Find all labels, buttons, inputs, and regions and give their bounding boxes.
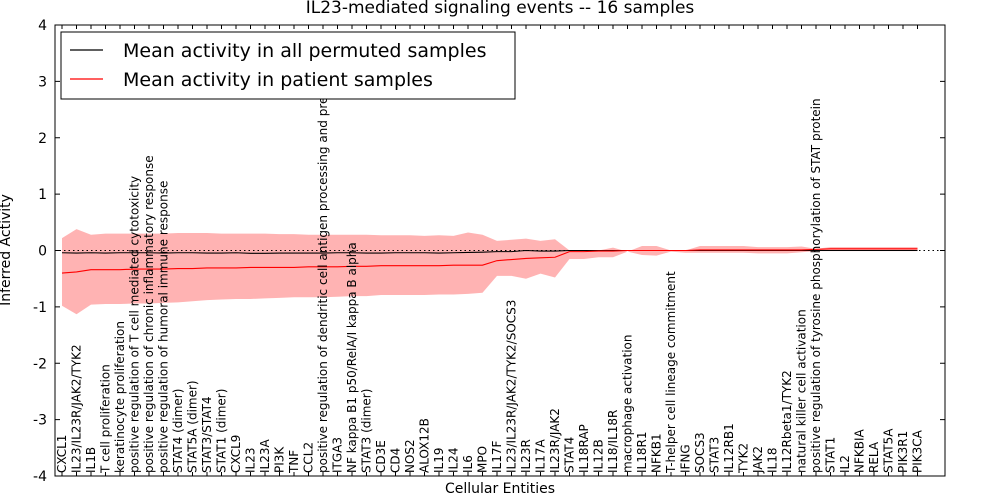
x-tick-label: NFKB1 (650, 433, 664, 473)
x-tick-label: natural killer cell activation (795, 309, 809, 473)
x-tick-label: IL17A (534, 439, 548, 473)
legend-label-patient: Mean activity in patient samples (123, 69, 433, 91)
x-tick-label: PI3K (273, 446, 287, 473)
x-tick-label: IL12B (592, 439, 606, 473)
y-tick-label: 2 (38, 131, 47, 147)
x-tick-label: positive regulation of T cell mediated c… (128, 176, 142, 473)
x-tick-label: NOS2 (403, 439, 417, 473)
x-tick-label: IL23/IL23R/JAK2/TYK2/SOCS3 (505, 300, 519, 473)
y-tick-label: -2 (33, 356, 47, 372)
x-tick-label: STAT1 (dimer) (215, 389, 229, 473)
y-tick-label: 3 (38, 74, 47, 90)
x-tick-label: positive regulation of humoral immune re… (157, 181, 171, 473)
y-tick-label: 4 (38, 18, 47, 34)
legend: Mean activity in all permuted samples Me… (60, 31, 516, 100)
x-tick-label: IL18RAP (577, 424, 591, 473)
x-tick-label: IL18 (766, 448, 780, 474)
x-tick-label: IL12RB1 (722, 423, 736, 473)
legend-frame (60, 31, 516, 100)
x-tick-label: STAT3 (dimer) (360, 389, 374, 473)
x-tick-label: STAT5A (dimer) (186, 380, 200, 473)
x-tick-label: TNF (287, 450, 301, 474)
x-tick-label: NF kappa B1 p50/RelA/I kappa B alpha (345, 242, 359, 473)
x-tick-label: JAK2 (751, 446, 765, 474)
x-tick-label: CXCL9 (229, 435, 243, 473)
permuted-mean-line (61, 249, 918, 254)
x-tick-label: CD3E (374, 440, 388, 473)
x-tick-label: IL2 (838, 455, 852, 473)
x-tick-label: IL17F (490, 441, 504, 473)
y-tick-label: 1 (38, 187, 47, 203)
x-tick-label: IL6 (461, 455, 475, 473)
x-tick-label: IL23 (244, 448, 258, 474)
x-tick-label: IL12Rbeta1/TYK2 (780, 370, 794, 473)
x-tick-label: SOCS3 (693, 432, 707, 473)
x-tick-label: STAT5A (882, 428, 896, 473)
patient-mean-line (61, 248, 918, 274)
x-tick-label: PIK3CA (911, 429, 925, 473)
x-tick-label: STAT3/STAT4 (200, 396, 214, 473)
x-tick-label: CD4 (389, 448, 403, 473)
x-tick-label: CCL2 (302, 442, 316, 473)
y-tick-label: -4 (33, 469, 47, 485)
x-tick-label: IL18/IL18R (606, 410, 620, 473)
x-tick-label: STAT1 (824, 437, 838, 473)
x-axis-label: Cellular Entities (445, 481, 555, 497)
x-tick-label: T-helper cell lineage commitment (664, 271, 678, 474)
x-tick-label: RELA (867, 441, 881, 473)
x-tick-label: IL1B (84, 447, 98, 473)
x-tick-label: STAT4 (563, 437, 577, 473)
x-tick-label: positive regulation of tyrosine phosphor… (809, 98, 823, 473)
x-tick-label: positive regulation of dendritic cell an… (316, 40, 330, 473)
x-tick-label: ITGA3 (331, 437, 345, 473)
x-tick-label: IL23/IL23R/JAK2/TYK2 (70, 344, 84, 473)
x-tick-label: NFKBIA (853, 428, 867, 473)
x-tick-label: IFNG (679, 444, 693, 473)
x-tick-label: STAT4 (dimer) (171, 389, 185, 473)
x-tick-label: IL24 (447, 448, 461, 474)
x-tick-label: positive regulation of chronic inflammat… (142, 155, 156, 473)
x-tick-label: ALOX12B (418, 418, 432, 473)
chart-title: IL23-mediated signaling events -- 16 sam… (306, 0, 695, 18)
y-tick-label: -1 (33, 300, 47, 316)
x-tick-label: STAT3 (708, 437, 722, 473)
x-tick-label: MPO (476, 446, 490, 473)
legend-label-permuted: Mean activity in all permuted samples (123, 40, 486, 62)
x-tick-label: IL23R/JAK2 (548, 408, 562, 473)
x-tick-label: T cell proliferation (99, 364, 113, 474)
y-tick-label: -3 (33, 413, 47, 429)
x-tick-label: IL23A (258, 439, 272, 473)
x-tick-label: TYK2 (737, 443, 751, 474)
x-tick-label: macrophage activation (621, 335, 635, 473)
x-tick-label: IL19 (432, 448, 446, 474)
patient-spread-band (62, 229, 918, 315)
x-tick-label: keratinocyte proliferation (113, 321, 127, 473)
y-axis-label: Inferred Activity (0, 194, 14, 306)
x-tick-label: IL18R1 (635, 432, 649, 473)
x-tick-label: PIK3R1 (896, 431, 910, 473)
y-tick-label: 0 (38, 244, 47, 260)
x-tick-label: IL23R (519, 439, 533, 473)
x-tick-label: CXCL1 (55, 435, 69, 473)
